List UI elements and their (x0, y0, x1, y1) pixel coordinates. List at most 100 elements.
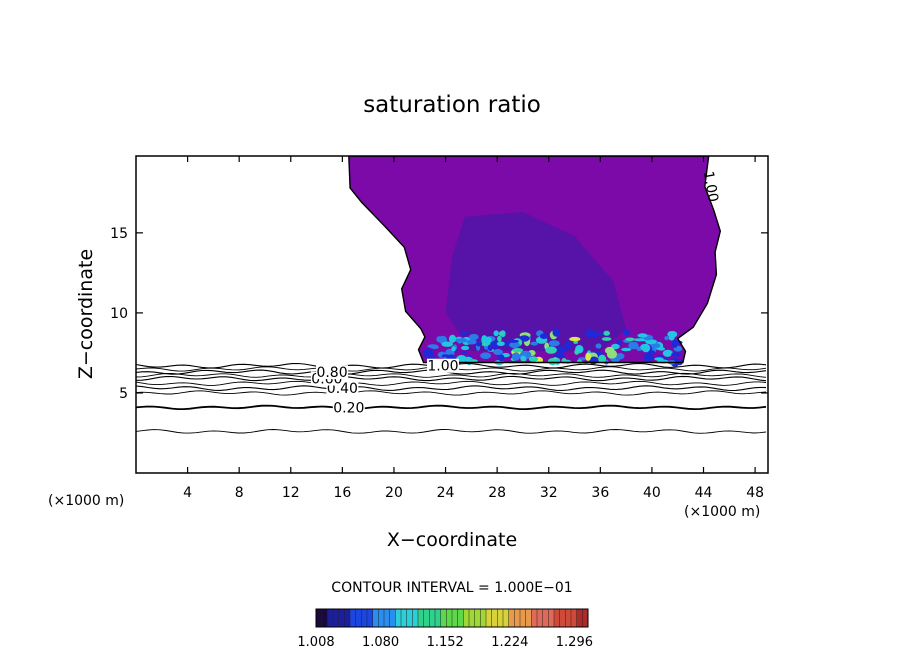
turbulence-cell (634, 338, 643, 342)
turbulence-cell (511, 352, 521, 361)
turbulence-cell (509, 341, 520, 349)
turbulence-cell (484, 336, 492, 345)
colorbar-cell (469, 609, 476, 627)
x-unit-label-left: (×1000 m) (48, 493, 124, 509)
colorbar-cell (321, 609, 328, 627)
turbulence-cell (461, 350, 469, 355)
colorbar-cell (378, 609, 385, 627)
colorbar-cell (395, 609, 402, 627)
turbulence-cell (498, 331, 504, 337)
turbulence-cell (493, 330, 499, 337)
colorbar-cell (406, 609, 413, 627)
turbulence-cell (451, 346, 456, 352)
x-axis-ticks: 4 8 12 16 20 24 28 32 36 40 44 48 (183, 156, 764, 501)
turbulence-cell (545, 346, 557, 354)
colorbar-cell (418, 609, 425, 627)
colorbar-tick-label: 1.152 (427, 635, 464, 650)
turbulence-cell (469, 333, 479, 341)
contour-label-bg (332, 400, 365, 415)
colorbar-cell (457, 609, 464, 627)
turbulence-cell (564, 341, 572, 350)
colorbar-cell (559, 609, 566, 627)
contour-label: 0.20 (333, 400, 364, 416)
contour-line-cloud-edge (348, 156, 722, 364)
contour-label: 0.80 (316, 365, 347, 381)
turbulence-cell (662, 349, 673, 357)
turbulence-cell (528, 356, 539, 362)
colorbar-cell (463, 609, 470, 627)
turbulence-cell (628, 341, 639, 350)
colorbar-cell (554, 609, 561, 627)
turbulence-cell (668, 335, 675, 341)
contour-line-labeled (136, 369, 767, 375)
colorbar-tick-label: 1.224 (491, 635, 528, 650)
chart-title: saturation ratio (363, 92, 541, 118)
colorbar-cell (372, 609, 379, 627)
colorbar-cell (576, 609, 583, 627)
colorbar-cell (367, 609, 374, 627)
colorbar-cell (333, 609, 340, 627)
x-tick-label: 44 (695, 485, 713, 501)
turbulence-cell (616, 339, 623, 346)
turbulence-cell (637, 333, 648, 338)
cloud-core-fill (445, 212, 627, 352)
turbulence-cell (530, 341, 538, 346)
turbulence-cell (463, 357, 473, 360)
turbulence-cell (585, 330, 595, 338)
colorbar-cell (520, 609, 527, 627)
contour-line (136, 429, 767, 434)
turbulence-cell (603, 330, 610, 336)
colorbar-cell (486, 609, 493, 627)
colorbar-tick-label: 1.008 (297, 635, 334, 650)
colorbar-cell (565, 609, 572, 627)
turbulence-cell (625, 337, 635, 342)
turbulence-cell (539, 333, 548, 340)
turbulence-cell (555, 346, 567, 354)
contour-line (136, 372, 767, 378)
x-tick-label: 8 (235, 485, 244, 501)
turbulence-cell (480, 352, 492, 360)
colorbar-cell (525, 609, 532, 627)
colorbar-cell (480, 609, 487, 627)
x-tick-label: 20 (385, 485, 403, 501)
y-axis-label: Z−coordinate (75, 249, 97, 379)
turbulence-cell (422, 348, 434, 358)
contour-line (136, 390, 767, 396)
colorbar-ticks: 1.008 1.080 1.152 1.224 1.296 (297, 635, 593, 650)
turbulence-cell (487, 344, 493, 352)
turbulence-cell (598, 354, 607, 364)
turbulence-cell (512, 348, 524, 353)
y-tick-label: 5 (119, 386, 128, 402)
x-tick-label: 12 (282, 485, 300, 501)
colorbar-cell (474, 609, 481, 627)
turbulence-cell (436, 336, 443, 343)
turbulence-cell (460, 337, 465, 343)
colorbar-frame (315, 608, 589, 628)
turbulence-cell (657, 347, 665, 351)
contour-label: 1.00 (700, 170, 721, 203)
turbulence-cell (671, 352, 682, 357)
turbulence-cell (574, 349, 580, 355)
colorbar-cell (389, 609, 396, 627)
turbulence-cell (466, 339, 477, 345)
plot-frame (135, 155, 769, 474)
x-tick-label: 16 (333, 485, 351, 501)
x-tick-label: 32 (540, 485, 558, 501)
turbulence-cell (520, 355, 527, 361)
colorbar-cell (338, 609, 345, 627)
turbulence-cell (552, 328, 561, 337)
turbulence-cell (490, 341, 495, 346)
turbulence-cell (611, 343, 620, 350)
colorbar-cell (571, 609, 578, 627)
turbulence-cell (497, 335, 502, 342)
y-tick-label: 15 (110, 226, 128, 242)
turbulence-cell (645, 339, 657, 345)
plot-content (136, 156, 767, 434)
turbulence-cell (498, 354, 505, 362)
colorbar-cell (537, 609, 544, 627)
x-tick-label: 24 (437, 485, 455, 501)
x-tick-label: 28 (488, 485, 506, 501)
turbulence-cell (461, 345, 470, 351)
colorbar-cell (401, 609, 408, 627)
turbulence-cell (569, 336, 581, 342)
